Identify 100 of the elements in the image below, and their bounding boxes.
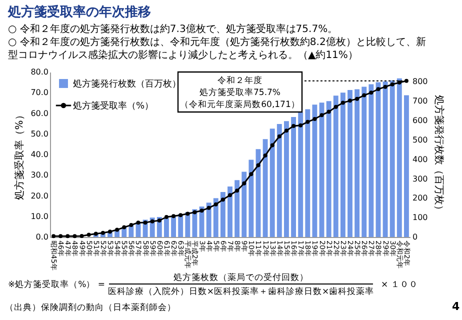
bar	[213, 198, 218, 237]
point	[320, 113, 324, 118]
point	[172, 214, 176, 218]
point	[355, 96, 360, 101]
point	[129, 223, 134, 228]
bar	[362, 86, 367, 237]
text: 医科診療（入院外）日数×医科投薬率＋歯科診療日数×歯科投薬率	[108, 286, 374, 297]
legend-label: 処方箋発行枚数（百万枚）	[73, 78, 181, 90]
point	[122, 225, 126, 230]
y2-tick-label: 600	[412, 116, 428, 126]
point	[390, 82, 394, 86]
point	[220, 198, 225, 202]
y-tick-label: 20.0	[30, 191, 48, 200]
point	[157, 218, 162, 222]
point	[292, 124, 296, 128]
bar	[234, 180, 240, 237]
bar	[298, 112, 304, 237]
y2-tick-label: 400	[412, 154, 428, 164]
y2-tick-label: 800	[412, 77, 428, 86]
point	[143, 220, 148, 225]
point	[214, 202, 218, 206]
point	[52, 234, 56, 238]
point	[277, 134, 282, 138]
point	[284, 128, 288, 133]
point	[340, 100, 345, 105]
point	[200, 208, 204, 213]
point	[178, 213, 183, 218]
y-axis-title: 処方箋受取率（%）	[14, 110, 26, 200]
y-tick-label: 70.0	[30, 88, 48, 98]
y-tick-label: 50.0	[30, 129, 48, 138]
point	[369, 90, 374, 95]
bar	[178, 214, 184, 237]
text: ○ 令和２年度の処方箋発行枚数は約7.3億枚で、処方箋受取率は75.7%。	[8, 24, 338, 35]
bar	[348, 90, 352, 237]
point	[66, 234, 70, 238]
bar	[206, 202, 212, 237]
bar	[396, 78, 402, 237]
bar	[333, 96, 338, 237]
point	[150, 219, 154, 224]
bar	[382, 82, 388, 237]
y-tick-label: 80.0	[30, 68, 48, 76]
point	[242, 181, 246, 186]
point	[256, 163, 260, 168]
bar	[376, 82, 381, 237]
bar	[326, 101, 332, 237]
point	[263, 154, 268, 158]
point	[326, 110, 331, 114]
legend-label: 処方箋受取率（%）	[73, 100, 154, 112]
point	[348, 98, 352, 103]
bar	[291, 117, 296, 237]
point	[86, 232, 91, 237]
point	[383, 84, 388, 89]
chart-title: 処方箋受取率の年次推移	[7, 4, 151, 20]
point	[58, 234, 63, 238]
point	[334, 104, 338, 109]
bar	[164, 218, 169, 237]
point	[164, 215, 168, 219]
point	[404, 78, 408, 83]
bar	[312, 104, 318, 237]
y2-tick-label: 500	[412, 135, 428, 144]
point	[186, 212, 190, 216]
bar	[340, 92, 346, 237]
y-tick-label: 60.0	[30, 108, 48, 118]
y-tick-label: 40.0	[30, 150, 48, 159]
bar	[270, 128, 275, 237]
point	[270, 143, 274, 148]
point	[376, 87, 380, 92]
text: 4	[452, 300, 460, 313]
point	[235, 188, 240, 193]
y2-tick-label: 100	[412, 213, 428, 222]
bar	[390, 80, 395, 237]
point	[312, 117, 317, 122]
bar	[228, 186, 232, 237]
bar	[305, 109, 310, 237]
y2-tick-label: 200	[412, 194, 428, 203]
bar	[319, 102, 324, 237]
y2-axis-title: 処方箋発行枚数（百万枚）	[432, 95, 445, 215]
text: 処方箋枚数（薬局での受付回数）	[174, 272, 308, 283]
bar	[276, 124, 282, 237]
text: ※処方箋受取率（%） =	[8, 279, 106, 290]
y2-tick-label: 0	[412, 232, 418, 242]
point	[136, 220, 140, 225]
point	[298, 123, 303, 128]
text: × １００	[381, 280, 418, 290]
point	[192, 210, 197, 214]
point	[108, 230, 112, 234]
point	[228, 193, 232, 198]
text: ○ 令和２年度の処方箋発行枚数は、令和元年度（処方箋発行枚数約8.2億枚）と比較して、新型コロナウイルス感染拡大の影響により減少したと考えられる。（▲約11%）	[8, 37, 426, 61]
bar	[262, 139, 268, 237]
bar	[192, 209, 198, 237]
y-tick-label: 0.0	[36, 232, 48, 242]
y-tick-label: 10.0	[30, 212, 48, 221]
point	[115, 228, 120, 232]
bar	[256, 149, 261, 237]
annotation: 令和２年度	[218, 75, 262, 86]
bar	[248, 160, 254, 237]
point	[72, 234, 77, 238]
bar	[404, 95, 409, 237]
y-tick-label: 30.0	[30, 170, 48, 180]
y2-tick-label: 700	[412, 96, 428, 106]
